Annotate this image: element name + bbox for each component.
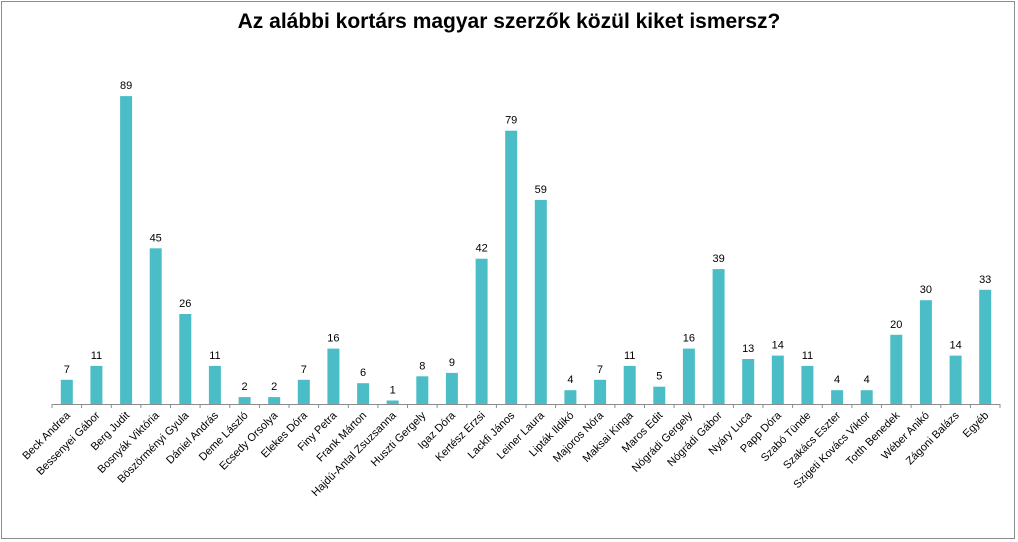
data-label: 11 xyxy=(91,350,102,362)
data-label: 7 xyxy=(301,364,307,376)
bar xyxy=(327,348,340,404)
bar xyxy=(742,359,755,404)
bar xyxy=(534,199,547,404)
data-label: 89 xyxy=(120,80,132,92)
data-label: 11 xyxy=(209,350,220,362)
data-label: 2 xyxy=(242,381,248,393)
data-label: 16 xyxy=(327,333,339,345)
bar xyxy=(208,365,221,404)
data-label: 8 xyxy=(419,360,425,372)
data-label: 4 xyxy=(864,374,870,386)
data-label: 5 xyxy=(656,371,662,383)
category-label: Zágoni Balázs xyxy=(904,409,962,467)
bar xyxy=(712,269,725,404)
chart-title: Az alábbi kortárs magyar szerzők közül k… xyxy=(237,10,781,33)
bar xyxy=(416,376,429,404)
data-label: 7 xyxy=(64,364,70,376)
bar xyxy=(682,348,695,404)
data-label: 11 xyxy=(624,350,635,362)
bar xyxy=(564,390,577,404)
data-label: 14 xyxy=(949,340,961,352)
category-label: Egyéb xyxy=(961,410,992,441)
bar xyxy=(179,314,192,404)
bar xyxy=(149,248,162,404)
bar xyxy=(475,258,488,404)
bar xyxy=(60,379,73,404)
bar xyxy=(919,300,932,404)
bar xyxy=(90,365,103,404)
bar xyxy=(505,130,518,404)
data-label: 1 xyxy=(390,385,396,397)
data-label: 45 xyxy=(150,232,162,244)
bar xyxy=(120,96,133,404)
data-label: 2 xyxy=(271,381,277,393)
data-label: 30 xyxy=(920,284,932,296)
data-label: 4 xyxy=(567,374,573,386)
bar xyxy=(238,397,251,404)
data-label: 33 xyxy=(979,274,991,286)
bar xyxy=(801,365,814,404)
data-label: 39 xyxy=(712,253,724,265)
data-label: 26 xyxy=(179,298,191,310)
bar xyxy=(623,365,636,404)
data-label: 4 xyxy=(834,374,840,386)
data-label: 59 xyxy=(535,184,547,196)
bar xyxy=(831,390,844,404)
bar xyxy=(386,400,399,404)
data-label: 9 xyxy=(449,357,455,369)
data-label: 11 xyxy=(802,350,813,362)
data-label: 20 xyxy=(890,319,902,331)
bar xyxy=(594,379,607,404)
bar xyxy=(268,397,281,404)
bar xyxy=(949,355,962,404)
bar xyxy=(653,386,666,404)
bar xyxy=(860,390,873,404)
data-label: 42 xyxy=(475,243,487,255)
bar xyxy=(979,289,992,404)
data-label: 7 xyxy=(597,364,603,376)
data-label: 6 xyxy=(360,367,366,379)
data-label: 14 xyxy=(772,340,784,352)
bar xyxy=(357,383,370,404)
data-label: 13 xyxy=(742,343,754,355)
bar xyxy=(771,355,784,404)
bar xyxy=(445,372,458,404)
data-label: 16 xyxy=(683,333,695,345)
data-label: 79 xyxy=(505,115,517,127)
bar xyxy=(297,379,310,404)
bar xyxy=(890,334,903,404)
